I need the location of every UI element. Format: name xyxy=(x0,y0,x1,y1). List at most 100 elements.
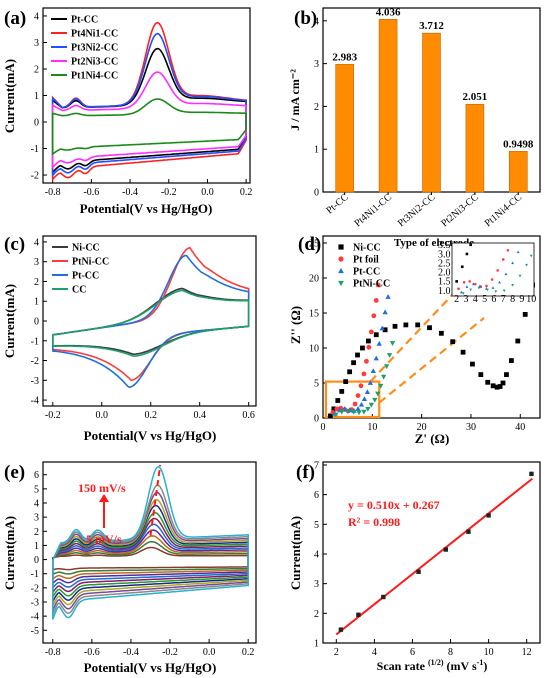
panel-f-plot xyxy=(335,471,534,636)
panel-d-point xyxy=(339,409,345,415)
panel-a-label: (a) xyxy=(4,8,26,29)
panel-d-point xyxy=(375,391,381,397)
panel-c-y-tick-label: 0 xyxy=(34,317,39,328)
panel-a-y-tick-label: -2 xyxy=(31,171,39,182)
panel-d-inset-point xyxy=(504,272,508,276)
panel-d-legend-point xyxy=(338,280,344,287)
panel-d-point xyxy=(339,389,345,394)
panel-d-inset-point xyxy=(491,286,495,289)
panel-d-point xyxy=(335,398,341,403)
panel-d-point xyxy=(386,353,393,358)
panel-d-point xyxy=(382,309,388,315)
panel-d-inset-x-tick-label: 7 xyxy=(501,294,506,305)
panel-d-point xyxy=(366,344,372,350)
panel-d-inset-point xyxy=(494,290,498,293)
panel-c-x-axis-label: Potential(V vs Hg/HgO) xyxy=(84,428,217,443)
panel-c-series-Ni-CC xyxy=(52,287,250,356)
panel-e-y-tick-label: -1 xyxy=(31,569,39,580)
panel-a-series-Pt3Ni2-CC xyxy=(51,32,247,178)
panel-f-point xyxy=(416,569,421,574)
panel-d-inset-point xyxy=(462,280,466,284)
panel-b-bar-value-label: 3.712 xyxy=(419,20,444,32)
panel-d-inset-x-tick-label: 9 xyxy=(519,294,524,305)
panel-d-point xyxy=(355,406,361,411)
panel-d-point xyxy=(478,372,484,377)
panel-f-point xyxy=(466,529,471,534)
panel-e-x-tick-label: 0.2 xyxy=(242,647,255,658)
panel-d-point xyxy=(415,322,421,328)
panel-d-y-tick-label: 10 xyxy=(309,344,319,355)
panel-d-point xyxy=(450,339,456,345)
panel-b-y-tick-label: 0 xyxy=(314,188,319,199)
panel-d-point xyxy=(522,312,528,317)
panel-d-x-tick-label: 0 xyxy=(321,422,326,433)
panel-d-point xyxy=(389,341,396,346)
panel-d-inset-point xyxy=(468,280,472,283)
panel-e-y-tick-label: 5 xyxy=(34,484,39,495)
panel-c-legend: Ni-CC PtNi-CC Pt-CC CC xyxy=(52,243,109,296)
panel-d-point xyxy=(375,282,381,288)
panel-d-point xyxy=(485,379,491,385)
panel-d-inset-point xyxy=(460,265,464,269)
panel-d-zoom-indicator xyxy=(324,291,485,419)
panel-e-x-tick-label: -0.8 xyxy=(45,647,61,658)
panel-c-y-tick-label: -2 xyxy=(31,356,39,367)
panel-f-y-tick-label: 7 xyxy=(314,460,319,471)
panel-d-zoom-line xyxy=(369,291,456,383)
panel-d-inset-point xyxy=(457,287,460,290)
panel-f-point xyxy=(529,471,534,477)
panel-e-annotation-bottom: 5 mV/s xyxy=(86,532,122,546)
panel-d-label: (d) xyxy=(298,234,321,255)
panel-d-zoom-box xyxy=(324,380,381,419)
panel-d-point xyxy=(371,313,377,319)
panel-d-legend-entry: Pt foil xyxy=(353,255,379,266)
panel-d-point xyxy=(343,379,349,384)
panel-d-point xyxy=(364,358,369,364)
panel-d-inset-point xyxy=(529,254,533,258)
panel-d-point xyxy=(361,409,367,415)
panel-d-point xyxy=(360,345,365,351)
panel-e-y-tick-label: 6 xyxy=(34,470,39,481)
panel-d-inset-point xyxy=(472,282,475,286)
panel-e-x-tick-label: -0.4 xyxy=(123,647,139,658)
panel-d-inset-point xyxy=(518,274,522,278)
panel-b-x-tick-label: Pt1Ni4-CC xyxy=(483,192,525,230)
panel-b-label: (b) xyxy=(294,8,317,29)
panel-d-inset-point xyxy=(465,252,469,256)
panel-a-y-tick-label: 3 xyxy=(34,38,39,49)
panel-d-inset-point xyxy=(469,288,473,292)
panel-d-inset-point xyxy=(511,283,514,287)
panel-f-point xyxy=(356,612,361,618)
panel-a-y-tick-label: -1 xyxy=(31,144,39,155)
panel-d-point xyxy=(361,371,367,377)
panel-d-x-axis-label: Z' (Ω) xyxy=(415,431,450,446)
panel-e-y-tick-label: -3 xyxy=(31,597,39,608)
panel-a-x-tick-label: 0.2 xyxy=(240,187,253,198)
panel-d-y-tick-label: 25 xyxy=(309,239,319,250)
panel-d-plot-frame xyxy=(322,235,541,419)
panel-d-point xyxy=(470,361,475,367)
panel-d-point xyxy=(361,396,368,402)
panel-b-bar xyxy=(465,103,485,193)
panel-c-y-tick-label: -3 xyxy=(31,376,39,387)
panel-e-x-axis-label: Potential(V vs Hg/HgO) xyxy=(84,660,217,675)
panel-d-legend-point xyxy=(338,256,344,262)
panel-b-x-tick-label: Pt4Ni1-CC xyxy=(352,192,394,230)
panel-e-y-tick-label: -2 xyxy=(31,583,39,594)
panel-d-point xyxy=(383,364,390,370)
panel-a-y-tick-label: 2 xyxy=(34,64,39,75)
panel-c-legend-entry: PtNi-CC xyxy=(72,257,109,268)
panel-d-inset-x-tick-label: 10 xyxy=(526,294,536,305)
panel-d-point xyxy=(403,322,409,328)
panel-a-ticks: -0.8 -0.6 -0.4 -0.2 0.0 0.2 -2 -1 0 1 2 3 4 xyxy=(31,11,253,198)
panel-d-point xyxy=(351,360,356,366)
panel-d-inset-point xyxy=(477,286,481,290)
panel-d-inset-x-tick-label: 2 xyxy=(454,294,459,305)
panel-b-bar-value-label: 2.983 xyxy=(332,51,357,63)
panel-d-inset-point xyxy=(478,284,482,287)
panel-e-y-tick-label: 4 xyxy=(34,499,39,510)
panel-c-y-tick-label: 3 xyxy=(34,257,39,268)
